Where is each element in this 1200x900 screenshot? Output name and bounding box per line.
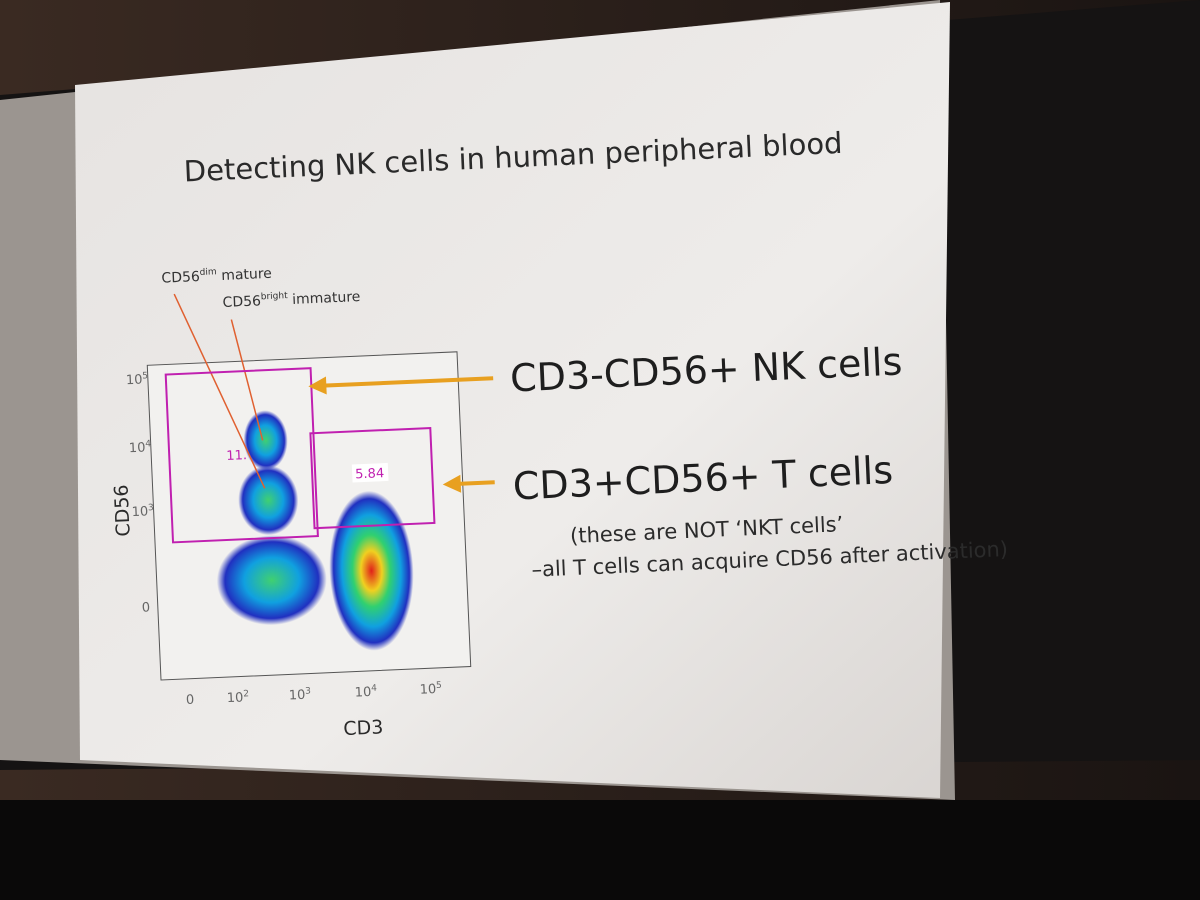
arrow — [454, 480, 495, 487]
text-part: 4 — [371, 684, 377, 694]
annotation: CD56bright immature — [222, 288, 360, 311]
cell-cluster — [238, 465, 299, 536]
plot-frame — [146, 351, 472, 681]
y-tick-label: 103 — [131, 503, 154, 520]
x-tick-label: 102 — [227, 689, 250, 706]
y-axis-label: CD56 — [110, 484, 134, 537]
cell-cluster — [243, 410, 288, 471]
gate-label: 11. — [226, 448, 247, 464]
text-part: 3 — [305, 687, 311, 697]
pointer-line — [230, 319, 264, 441]
t-gate — [309, 427, 436, 530]
slide-content: Detecting NK cells in human peripheral b… — [110, 126, 1008, 740]
y-tick-label: 105 — [126, 371, 149, 388]
text-part: 4 — [145, 439, 151, 449]
cell-cluster — [329, 490, 414, 651]
text-part: CD56 — [161, 269, 200, 287]
y-tick-label: 104 — [129, 439, 152, 456]
text-part: 0 — [142, 600, 151, 615]
x-axis-label: CD3 — [343, 716, 384, 740]
arrow — [320, 376, 494, 388]
text-part: immature — [287, 289, 360, 308]
text-part: bright — [261, 291, 289, 302]
text-part: mature — [216, 266, 272, 284]
text-part: 10 — [289, 688, 306, 704]
text-part: dim — [199, 267, 216, 278]
text-part: 10 — [129, 440, 146, 456]
x-tick-label: 104 — [354, 684, 377, 701]
arrowhead — [308, 376, 327, 395]
gate-label-bg — [351, 462, 389, 483]
text-part: 5 — [142, 371, 148, 381]
text-part: 0 — [186, 693, 195, 708]
text-part: 10 — [354, 685, 371, 701]
floor — [0, 800, 1200, 900]
x-tick-label: 0 — [186, 693, 195, 708]
y-tick-label: 0 — [142, 600, 151, 615]
text-part: 10 — [419, 682, 436, 698]
nk-gate — [164, 367, 319, 544]
text-part: 3 — [148, 503, 154, 513]
cell-cluster — [216, 535, 327, 626]
text-part: 2 — [243, 689, 249, 699]
x-tick-label: 105 — [419, 681, 442, 698]
arrowhead — [442, 474, 462, 493]
text-part: 5 — [436, 681, 442, 691]
pointer-line — [173, 293, 266, 489]
text-part: CD56 — [222, 293, 261, 311]
x-tick-label: 103 — [288, 687, 311, 704]
text-part: 10 — [227, 690, 244, 706]
text-part: 10 — [131, 504, 148, 520]
annotation: CD56dim mature — [161, 265, 272, 287]
gate-label: 5.84 — [355, 466, 385, 482]
text-part: 10 — [126, 373, 143, 389]
